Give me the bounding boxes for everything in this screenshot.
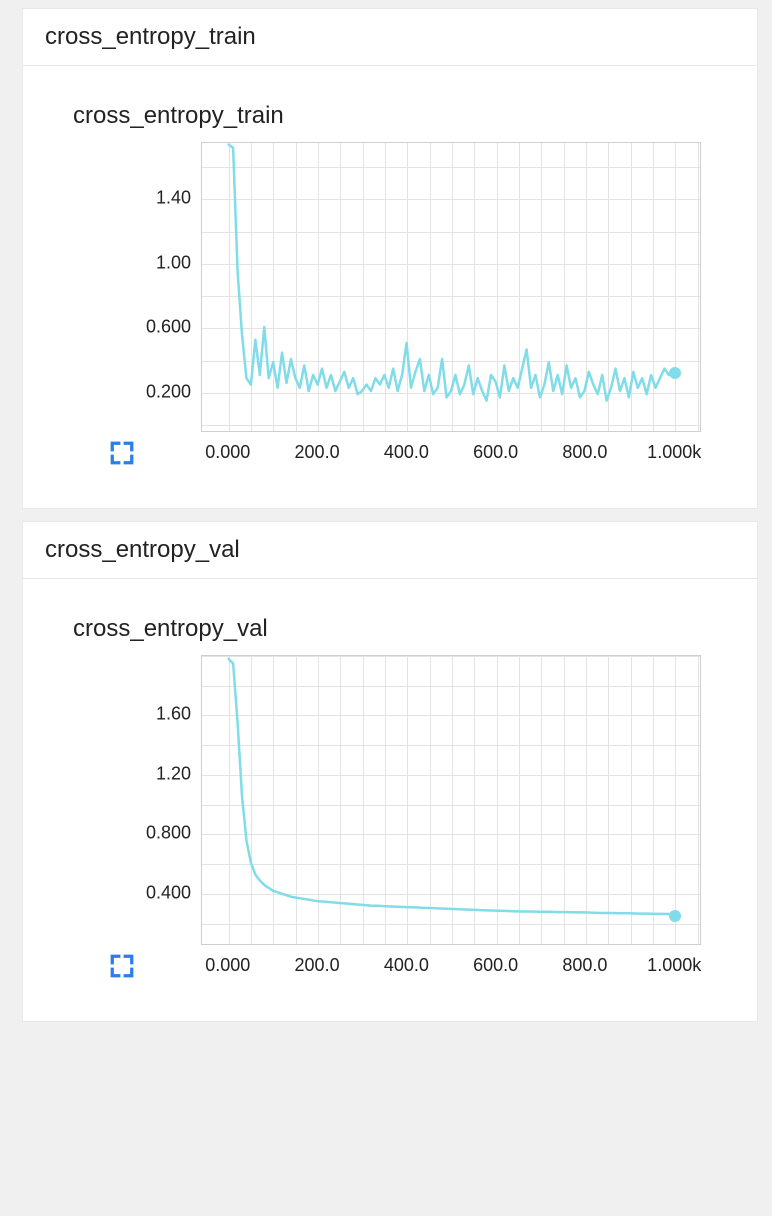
chart-card: cross_entropy_train 0.200 0.600 1.00 1.40 0.… [51,86,757,508]
plot-area[interactable] [201,655,701,945]
series-end-marker [669,910,681,922]
section-title[interactable]: cross_entropy_val [23,522,757,579]
x-tick-label: 600.0 [473,442,518,463]
x-tick-label: 0.000 [205,442,250,463]
x-tick-label: 800.0 [562,955,607,976]
y-tick-label: 0.600 [146,317,191,338]
y-tick-label: 1.40 [156,188,191,209]
chart-title: cross_entropy_train [51,86,757,142]
x-axis: 0.000 200.0 400.0 600.0 800.0 1.000k [201,442,701,466]
line-series [202,656,700,944]
y-tick-label: 0.400 [146,882,191,903]
x-tick-label: 400.0 [384,442,429,463]
plot-area[interactable] [201,142,701,432]
line-series [202,143,700,431]
y-tick-label: 0.800 [146,823,191,844]
y-tick-label: 0.200 [146,381,191,402]
expand-icon[interactable] [109,953,135,979]
y-axis: 0.200 0.600 1.00 1.40 [51,142,201,432]
x-tick-label: 1.000k [647,442,701,463]
section-panel: cross_entropy_valcross_entropy_val0.4000… [22,521,758,1022]
y-tick-label: 1.00 [156,252,191,273]
y-axis: 0.400 0.800 1.20 1.60 [51,655,201,945]
chart-title: cross_entropy_val [51,599,757,655]
section-title[interactable]: cross_entropy_train [23,9,757,66]
x-axis: 0.000 200.0 400.0 600.0 800.0 1.000k [201,955,701,979]
section-panel: cross_entropy_traincross_entropy_train0.… [22,8,758,509]
y-tick-label: 1.20 [156,763,191,784]
x-tick-label: 200.0 [295,442,340,463]
y-tick-label: 1.60 [156,704,191,725]
x-tick-label: 200.0 [295,955,340,976]
chart-card: cross_entropy_val 0.400 0.800 1.20 1.60 0.00… [51,599,757,1021]
x-tick-label: 1.000k [647,955,701,976]
x-tick-label: 400.0 [384,955,429,976]
expand-icon[interactable] [109,440,135,466]
x-tick-label: 0.000 [205,955,250,976]
series-end-marker [669,367,681,379]
x-tick-label: 600.0 [473,955,518,976]
x-tick-label: 800.0 [562,442,607,463]
